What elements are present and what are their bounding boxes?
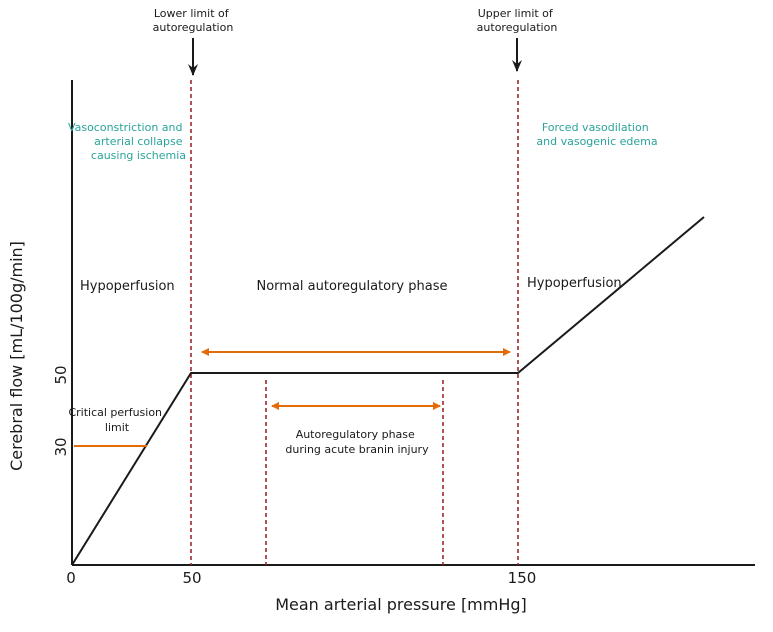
x-tick-0: 0 xyxy=(66,569,76,587)
autoregulation-curve xyxy=(71,216,705,566)
left-phase-label: Hypoperfusion xyxy=(80,279,175,294)
upper-limit-label: Upper limit of autoregulation xyxy=(477,7,558,34)
x-tick-50: 50 xyxy=(182,569,201,587)
left-effect-label: Vasoconstriction and arterial collapse c… xyxy=(68,121,186,162)
y-axis-title: Cerebral flow [mL/100g/min] xyxy=(7,241,26,471)
critical-perfusion-label: Critical perfusion limit xyxy=(68,406,165,434)
middle-phase-label: Normal autoregulatory phase xyxy=(256,279,447,294)
y-tick-50: 50 xyxy=(52,365,70,384)
right-phase-label: Hypoperfusion xyxy=(527,276,622,291)
x-tick-150: 150 xyxy=(508,569,537,587)
lower-limit-label: Lower limit of autoregulation xyxy=(153,7,234,34)
y-tick-30: 30 xyxy=(52,437,70,456)
injury-phase-label: Autoregulatory phase during acute branin… xyxy=(285,428,429,456)
right-effect-label: Forced vasodilation and vasogenic edema xyxy=(536,121,657,148)
x-axis-title: Mean arterial pressure [mmHg] xyxy=(275,595,527,614)
